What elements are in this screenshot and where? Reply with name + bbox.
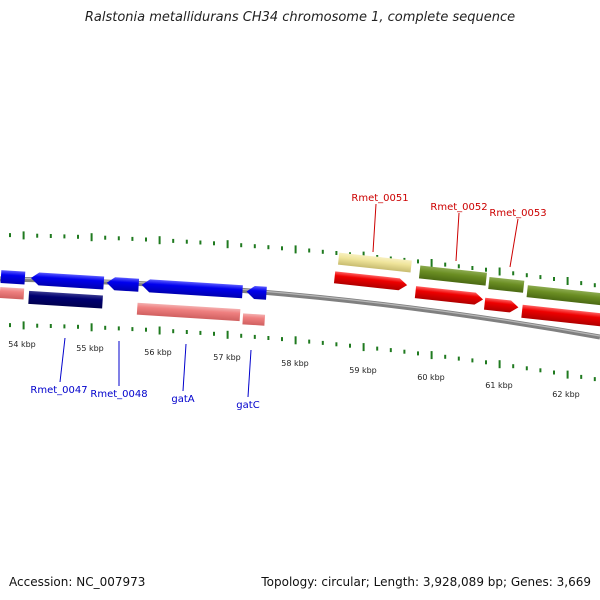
label-leader-line: [372, 203, 377, 253]
gene-feature[interactable]: [414, 286, 484, 305]
gene-label[interactable]: Rmet_0047: [30, 385, 87, 396]
gene-label[interactable]: Rmet_0048: [90, 389, 147, 400]
label-leader-line: [59, 337, 66, 383]
scale-label: 59 kbp: [349, 366, 377, 375]
scale-label: 62 kbp: [552, 390, 580, 399]
gene-feature[interactable]: [337, 252, 412, 273]
lower-tick-marks: [9, 321, 596, 382]
gene-label[interactable]: gatC: [236, 400, 259, 411]
scale-labels: 54 kbp 55 kbp 56 kbp 57 kbp 58 kbp 59 kb…: [8, 340, 580, 399]
gene-feature[interactable]: [488, 277, 525, 293]
label-leader-line: [509, 218, 519, 268]
gene-feature[interactable]: [526, 285, 600, 306]
upper-tick-marks: [9, 231, 596, 288]
gene-feature[interactable]: [0, 270, 26, 285]
gene-feature[interactable]: [246, 286, 267, 300]
gene-feature[interactable]: [483, 297, 519, 314]
label-leader-line: [455, 212, 460, 262]
gene-feature[interactable]: [30, 272, 105, 290]
scale-label: 56 kbp: [144, 348, 172, 357]
label-leader-line: [182, 343, 187, 392]
scale-label: 61 kbp: [485, 381, 513, 390]
gene-feature[interactable]: [418, 265, 487, 286]
topology-summary: Topology: circular; Length: 3,928,089 bp…: [261, 575, 591, 589]
gene-feature[interactable]: [141, 279, 243, 299]
gene-label[interactable]: gatA: [171, 394, 194, 405]
scale-label: 60 kbp: [417, 373, 445, 382]
scale-label: 58 kbp: [281, 359, 309, 368]
label-leader-line: [247, 349, 252, 398]
map-title: Ralstonia metallidurans CH34 chromosome …: [84, 10, 516, 25]
gene-feature[interactable]: [0, 287, 25, 300]
scale-label: 54 kbp: [8, 340, 36, 349]
gene-feature[interactable]: [521, 304, 600, 327]
gene-feature[interactable]: [28, 290, 103, 309]
scale-label: 55 kbp: [76, 344, 104, 353]
gene-feature[interactable]: [136, 302, 241, 322]
gene-label[interactable]: Rmet_0053: [489, 208, 546, 219]
gene-feature[interactable]: [242, 313, 266, 326]
accession-text: Accession: NC_007973: [9, 575, 146, 589]
gene-feature[interactable]: [106, 277, 140, 292]
gene-label[interactable]: Rmet_0052: [430, 202, 487, 213]
scale-label: 57 kbp: [213, 353, 241, 362]
gene-feature[interactable]: [333, 271, 408, 291]
gene-label[interactable]: Rmet_0051: [351, 193, 408, 204]
